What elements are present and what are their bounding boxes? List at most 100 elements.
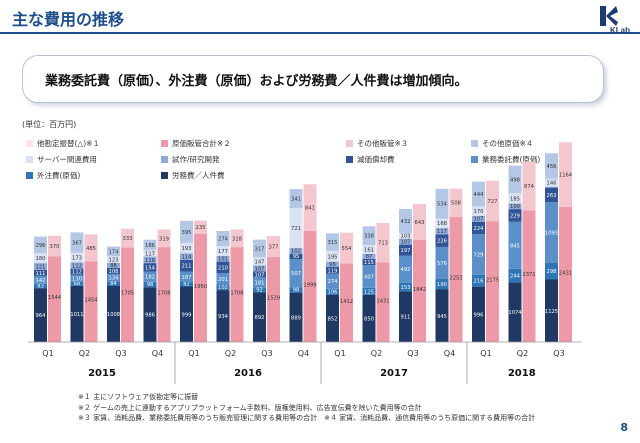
data-label-outsourcing: 106: [328, 290, 338, 296]
year-label: 2016: [234, 368, 262, 379]
data-label-depreciation: 108: [109, 269, 119, 275]
data-label-business_consign: 1093: [545, 231, 558, 237]
x-tick-label: Q4: [152, 349, 163, 358]
bar-segment-cost-sum: [449, 216, 463, 342]
data-label-business_consign: 181: [255, 280, 265, 286]
bar-segment-labor: [34, 288, 47, 342]
data-label-other_cost: 534: [437, 202, 448, 208]
bar-segment-other-sga: [522, 161, 536, 211]
data-label-labor: 1125: [545, 309, 558, 315]
data-label-business_consign: 407: [364, 275, 374, 281]
bar-segment-business_consign: [107, 273, 120, 282]
data-label-other-sga: 713: [378, 241, 388, 247]
bar-segment-server: [143, 250, 157, 257]
bar-segment-outsourcing: [472, 274, 485, 287]
data-label-depreciation: 112: [72, 270, 82, 276]
bar-segment-research: [70, 262, 84, 269]
data-label-outsourcing: 244: [510, 274, 521, 280]
bar-segment-other-sga: [267, 236, 280, 258]
bar-segment-server: [253, 257, 266, 266]
bar-segment-research: [435, 227, 449, 235]
bar-segment-research: [34, 263, 47, 270]
bar-segment-other_cost: [435, 188, 449, 219]
bar-segment-depreciation: [545, 187, 558, 203]
bar-segment-other_cost: [143, 239, 157, 251]
bar-segment-labor: [435, 289, 449, 342]
data-label-other_cost: 444: [474, 192, 485, 198]
bar-segment-business_consign: [399, 255, 412, 283]
bar-segment-cost-sum: [413, 239, 426, 342]
data-label-cost-sum: 1431: [376, 298, 389, 304]
x-tick-label: Q1: [42, 349, 53, 358]
bar-segment-business_consign: [545, 202, 558, 263]
bar-segment-depreciation: [34, 269, 47, 276]
data-label-depreciation: 226: [437, 239, 447, 245]
data-label-research: 100: [510, 204, 520, 210]
legend-item-other_sga: その他販管※３: [346, 138, 408, 149]
data-label-depreciation: 115: [364, 260, 374, 266]
legend-label: サーバー関連費用: [37, 155, 97, 164]
legend-label: 労務費／人件費: [172, 171, 225, 180]
legend-item-other_cost: その他原価※４: [471, 138, 533, 149]
bar-segment-other_cost: [399, 208, 412, 233]
bar-segment-business_consign: [180, 271, 193, 282]
bar-segment-other-sga: [157, 229, 171, 248]
bar-segment-depreciation: [289, 253, 303, 259]
bar-segment-other_cost: [472, 181, 485, 207]
bar-segment-cost-sum: [157, 247, 171, 342]
bar-segment-server: [180, 242, 193, 254]
x-tick-label: Q2: [225, 349, 236, 358]
data-label-research: 121: [36, 264, 46, 270]
bar-segment-outsourcing: [216, 284, 230, 291]
unit-label: (単位：百万円): [22, 120, 77, 129]
bar-segment-depreciation: [326, 266, 339, 274]
data-label-other_cost: 315: [328, 240, 338, 246]
data-label-research: 118: [145, 258, 155, 264]
data-label-research: 102: [291, 249, 301, 255]
bar-segment-business_consign: [216, 273, 230, 285]
bar-segment-server: [545, 178, 558, 187]
bar-segment-outsourcing: [143, 281, 157, 288]
data-label-outsourcing: 83: [37, 283, 44, 289]
x-tick-label: Q2: [79, 349, 90, 358]
bar-segment-depreciation: [362, 258, 376, 266]
bar-segment-other-sga: [84, 234, 98, 262]
data-label-depreciation: 154: [145, 265, 156, 271]
bar-segment-depreciation: [435, 234, 449, 247]
legend-item-server: サーバー関連費用: [26, 154, 97, 165]
bar-segment-business_consign: [34, 275, 47, 284]
footnote-2: ※２ ゲームの売上に連動するアプリプラットフォーム手数料、版権使用料、広告宣伝費…: [78, 403, 422, 412]
data-label-other_cost: 395: [182, 230, 192, 236]
bar-segment-labor: [326, 294, 339, 342]
year-label: 2015: [88, 368, 116, 379]
legend-swatch: [26, 156, 33, 163]
data-label-depreciation: 197: [401, 248, 411, 254]
data-label-server: 193: [182, 246, 192, 252]
bar-segment-server: [70, 252, 84, 263]
legend-item-depreciation: 減価償却費: [346, 154, 395, 165]
data-label-server: 173: [72, 256, 82, 262]
bar-segment-outsourcing: [107, 281, 120, 286]
data-label-outsourcing: 102: [218, 285, 228, 291]
data-label-server: 123: [109, 258, 119, 264]
data-label-other-sga: 554: [342, 246, 353, 252]
data-label-cost-sum: 1544: [48, 295, 62, 301]
data-label-other-sga: 370: [50, 244, 60, 250]
x-tick-label: Q3: [553, 349, 564, 358]
year-label: 2018: [508, 368, 536, 379]
bar-segment-depreciation: [143, 263, 157, 272]
bar-segment-cost-sum: [486, 221, 499, 342]
bar-segment-cost-sum: [522, 210, 536, 342]
data-label-research: 87: [366, 254, 373, 260]
data-label-research: 107: [401, 240, 411, 246]
bar-segment-outsourcing: [70, 282, 84, 286]
data-label-cost-sum: 1705: [121, 291, 134, 297]
bar-segment-labor: [143, 287, 157, 342]
legend-swatch: [161, 156, 168, 163]
data-label-labor: 986: [145, 313, 155, 319]
data-label-depreciation: 224: [474, 226, 485, 232]
data-label-cost-sum: 2431: [559, 270, 572, 276]
bar-segment-server: [107, 256, 120, 263]
legend-item-labor: 労務費／人件費: [161, 170, 225, 181]
